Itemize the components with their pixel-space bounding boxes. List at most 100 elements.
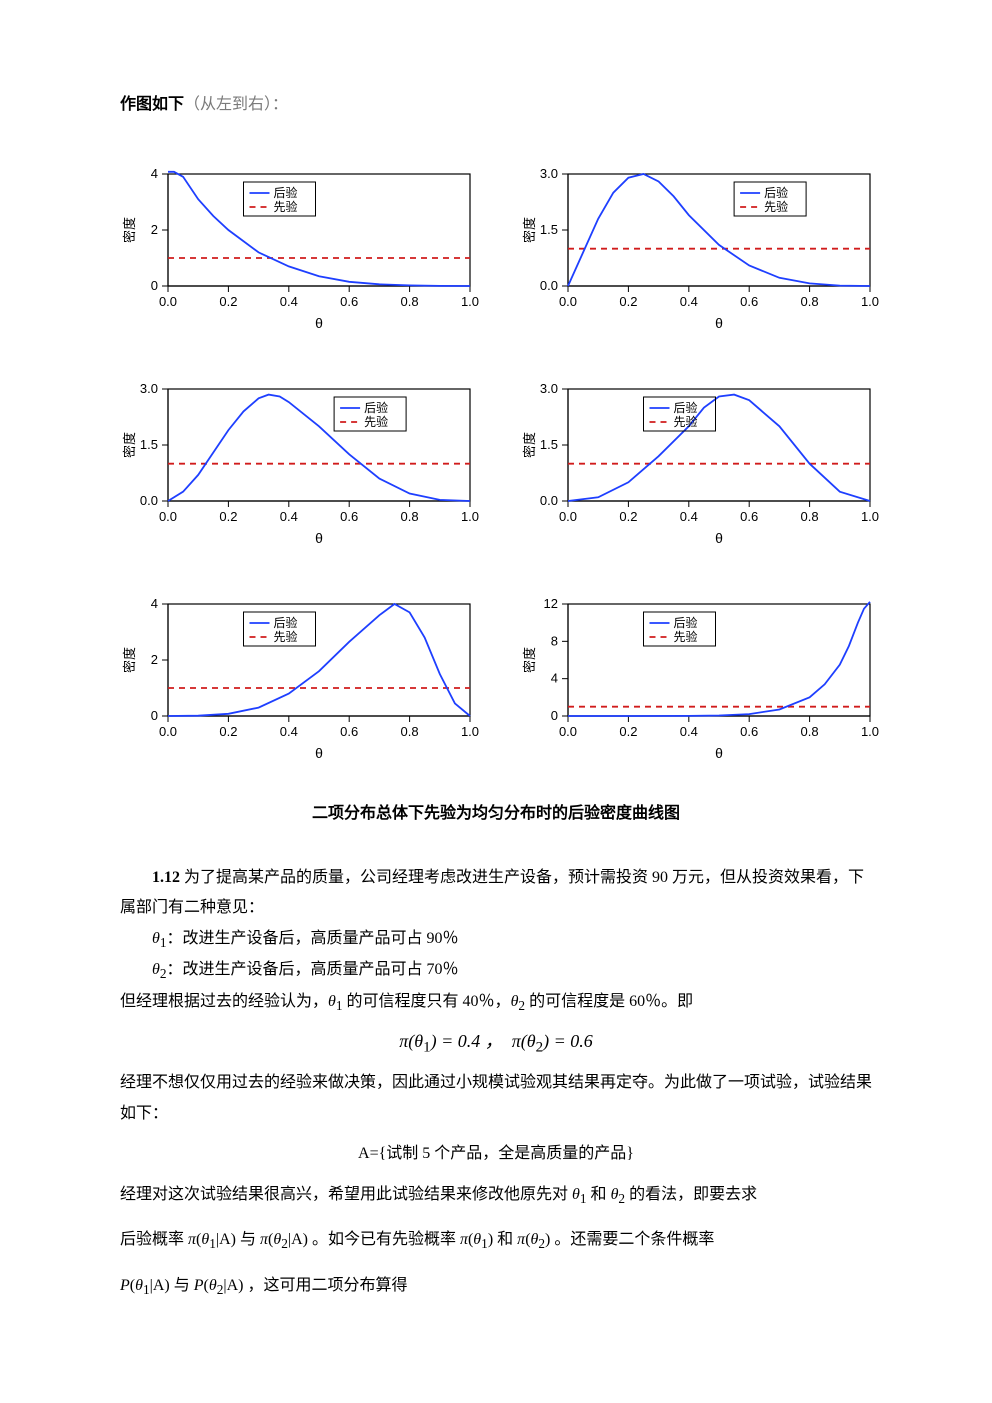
chart-panel-5: 024 0.00.20.40.60.81.0 后验 先验 密度 θ [120,594,480,769]
x-axis-label: θ [715,530,723,546]
chart-panel-6: 04812 0.00.20.40.60.81.0 后验 先验 密度 θ [520,594,880,769]
svg-text:0.8: 0.8 [801,724,819,739]
svg-text:后验: 后验 [674,400,698,415]
svg-text:0.2: 0.2 [619,294,637,309]
svg-text:先验: 先验 [274,199,298,214]
svg-text:先验: 先验 [274,629,298,644]
svg-text:0.2: 0.2 [219,724,237,739]
svg-text:1.0: 1.0 [461,724,479,739]
svg-text:0.6: 0.6 [340,724,358,739]
svg-text:先验: 先验 [764,199,788,214]
svg-text:3.0: 3.0 [540,381,558,396]
svg-text:0.8: 0.8 [401,509,419,524]
svg-text:1.5: 1.5 [540,437,558,452]
svg-text:后验: 后验 [674,615,698,630]
svg-text:3.0: 3.0 [540,166,558,181]
trial-line: 经理不想仅仅用过去的经验来做决策，因此通过小规模试验观其结果再定夺。为此做了一项… [120,1068,872,1129]
chart-svg-2: 0.0 1.5 3.0 0.0 0.2 0.4 0.6 0.8 1.0 后验 先验 密度 θ [520,164,880,334]
manager-line: 但经理根据过去的经验认为，θ1 的可信程度只有 40％，θ2 的可信程度是 60… [120,987,872,1019]
problem-number: 1.12 [152,869,180,886]
chart-panel-1: 024 0.00.20.40.60.81.0 后验 先验 密度 θ [120,164,480,339]
svg-text:2: 2 [151,652,158,667]
svg-text:0.0: 0.0 [159,724,177,739]
svg-text:0.6: 0.6 [740,509,758,524]
chart-panel-4: 0.0 1.5 3.0 0.0 0.2 0.4 0.6 0.8 1.0 后验 先验 密度 θ [520,379,880,554]
svg-text:0.8: 0.8 [801,509,819,524]
svg-text:1.5: 1.5 [140,437,158,452]
y-axis-label: 密度 [522,217,537,243]
priors-formula: π(θ1) = 0.4 ， π(θ2) = 0.6 [120,1024,872,1062]
chart-panel-2: 0.0 1.5 3.0 0.0 0.2 0.4 0.6 0.8 1.0 后验 先验 密度 θ [520,164,880,339]
svg-text:0.8: 0.8 [801,294,819,309]
svg-text:0.4: 0.4 [680,294,698,309]
body-text: 1.12 为了提高某产品的质量，公司经理考虑改进生产设备，预计需投资 90 万元… [120,863,872,1302]
svg-text:4: 4 [551,671,558,686]
svg-text:0.0: 0.0 [540,493,558,508]
happy-line: 经理对这次试验结果很高兴，希望用此试验结果来修改他原先对 θ1 和 θ2 的看法… [120,1180,872,1212]
svg-text:4: 4 [151,596,158,611]
figure-caption: 二项分布总体下先验为均匀分布时的后验密度曲线图 [120,799,872,823]
theta1-line: θ1：改进生产设备后，高质量产品可占 90％ [120,924,872,956]
page: 作图如下（从左到右）： 0 2 4 0.0 0.2 0.4 0.6 0.8 1.0 后验 先验… [0,0,992,1403]
svg-text:0: 0 [151,708,158,723]
svg-text:后验: 后验 [274,185,298,200]
svg-text:0.8: 0.8 [401,294,419,309]
svg-text:0.6: 0.6 [740,294,758,309]
charts-grid: 0 2 4 0.0 0.2 0.4 0.6 0.8 1.0 后验 先验 密度 θ [120,164,872,769]
svg-text:8: 8 [551,633,558,648]
y-axis-label: 密度 [122,647,137,673]
svg-text:1.0: 1.0 [861,294,879,309]
svg-text:1.0: 1.0 [461,294,479,309]
heading-gray: （从左到右）： [184,96,288,113]
cond-line: P(θ1|A) 与 P(θ2|A) ，这可用二项分布算得 [120,1271,872,1303]
chart-svg-1: 024 0.00.20.40.60.81.0 后验 先验 密度 θ [120,164,480,334]
chart-svg-6: 04812 0.00.20.40.60.81.0 后验 先验 密度 θ [520,594,880,764]
y-axis-label: 密度 [522,432,537,458]
problem-lead-text: 为了提高某产品的质量，公司经理考虑改进生产设备，预计需投资 90 万元，但从投资… [120,869,864,916]
svg-text:4: 4 [151,166,158,181]
svg-text:0.6: 0.6 [340,294,358,309]
svg-text:0.0: 0.0 [559,509,577,524]
svg-text:0.4: 0.4 [280,724,298,739]
x-axis-label: θ [715,745,723,761]
svg-text:先验: 先验 [674,629,698,644]
svg-text:0.0: 0.0 [159,509,177,524]
problem-lead: 1.12 为了提高某产品的质量，公司经理考虑改进生产设备，预计需投资 90 万元… [120,863,872,924]
heading-bold: 作图如下 [120,96,184,113]
x-axis-label: θ [715,315,723,331]
y-axis-label: 密度 [122,432,137,458]
svg-text:1.0: 1.0 [461,509,479,524]
svg-text:0.4: 0.4 [680,724,698,739]
svg-text:0.2: 0.2 [219,509,237,524]
svg-text:0: 0 [151,278,158,293]
svg-text:0.2: 0.2 [219,294,237,309]
y-axis-label: 密度 [122,217,137,243]
svg-text:先验: 先验 [674,414,698,429]
svg-text:0.4: 0.4 [680,509,698,524]
svg-text:后验: 后验 [274,615,298,630]
svg-text:0.0: 0.0 [540,278,558,293]
chart-svg-4: 0.0 1.5 3.0 0.0 0.2 0.4 0.6 0.8 1.0 后验 先验 密度 θ [520,379,880,549]
svg-text:1.5: 1.5 [540,222,558,237]
svg-text:0: 0 [551,708,558,723]
svg-text:0.2: 0.2 [619,724,637,739]
svg-text:3.0: 3.0 [140,381,158,396]
svg-text:12: 12 [544,596,558,611]
svg-text:0.0: 0.0 [140,493,158,508]
x-axis-label: θ [315,315,323,331]
svg-text:0.0: 0.0 [559,294,577,309]
svg-text:后验: 后验 [764,185,788,200]
chart-panel-3: 0.01.53.0 0.00.20.40.60.81.0 后验 先验 密度 θ [120,379,480,554]
svg-text:后验: 后验 [364,400,388,415]
svg-text:0.8: 0.8 [401,724,419,739]
svg-text:0.2: 0.2 [619,509,637,524]
theta2-line: θ2：改进生产设备后，高质量产品可占 70％ [120,955,872,987]
svg-text:0.6: 0.6 [740,724,758,739]
y-axis-label: 密度 [522,647,537,673]
svg-text:0.4: 0.4 [280,509,298,524]
chart-svg-5: 024 0.00.20.40.60.81.0 后验 先验 密度 θ [120,594,480,764]
posterior-line: 后验概率 π(θ1|A) 与 π(θ2|A) 。如今已有先验概率 π(θ1) 和… [120,1225,872,1257]
svg-text:1.0: 1.0 [861,509,879,524]
svg-text:2: 2 [151,222,158,237]
svg-text:1.0: 1.0 [861,724,879,739]
